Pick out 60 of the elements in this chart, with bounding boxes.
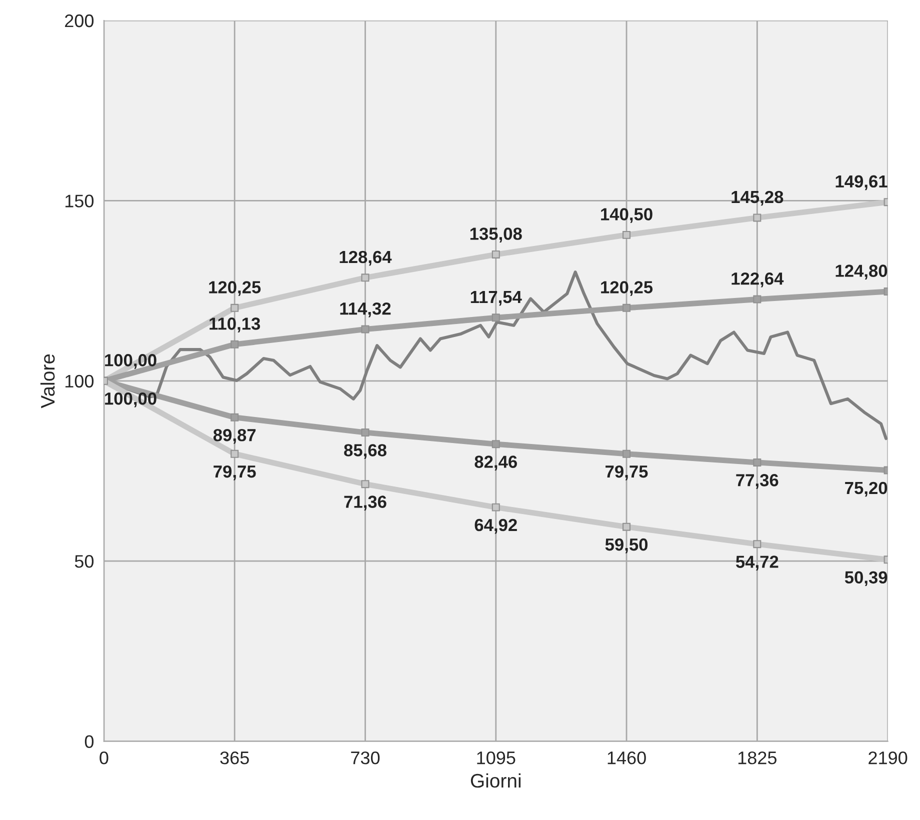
point <box>622 450 631 458</box>
data-label: 54,72 <box>736 556 778 570</box>
point <box>230 340 239 348</box>
y-tick-label: 200 <box>65 14 94 28</box>
data-label: 100,00 <box>105 354 156 369</box>
point <box>361 325 370 334</box>
x-tick-label: 1825 <box>738 751 776 764</box>
data-label: 122,64 <box>732 272 784 288</box>
point <box>622 522 631 531</box>
data-label: 64,92 <box>474 518 517 534</box>
point <box>361 480 370 488</box>
data-label: 100,00 <box>105 392 156 408</box>
x-tick-label: 730 <box>351 751 380 764</box>
data-label: 110,13 <box>210 318 260 332</box>
point <box>622 304 631 312</box>
point <box>622 230 631 239</box>
data-label: 82,46 <box>474 456 517 470</box>
data-label: 120,25 <box>601 281 653 296</box>
data-label: 50,39 <box>844 571 888 586</box>
point <box>230 413 239 422</box>
y-tick-label: 150 <box>65 194 94 208</box>
x-axis-title: Giorni <box>470 773 521 788</box>
data-label: 79,75 <box>606 465 648 480</box>
data-label: 59,50 <box>605 538 648 554</box>
x-tick-label: 1095 <box>477 751 516 764</box>
data-label: 120,25 <box>209 281 261 296</box>
data-label: 149,61 <box>836 175 888 190</box>
y-axis-title: Valore <box>40 354 55 408</box>
point <box>753 214 762 222</box>
data-label: 128,64 <box>340 250 392 266</box>
point <box>492 440 500 448</box>
data-label: 124,80 <box>836 264 888 280</box>
point <box>492 503 500 512</box>
data-label: 79,75 <box>214 465 256 480</box>
x-tick-label: 1460 <box>608 751 646 764</box>
point <box>361 274 370 282</box>
point <box>230 450 239 458</box>
point <box>753 540 762 548</box>
point <box>361 428 370 436</box>
data-label: 114,32 <box>340 302 391 318</box>
x-tick-label: 2190 <box>868 751 908 764</box>
y-tick-label: 50 <box>74 555 94 568</box>
point <box>753 295 762 304</box>
y-tick-label: 100 <box>65 374 94 388</box>
data-label: 75,20 <box>845 482 888 497</box>
data-label: 145,28 <box>732 190 784 206</box>
point <box>492 314 500 322</box>
data-label: 77,36 <box>736 474 778 489</box>
data-label: 140,50 <box>601 208 652 223</box>
y-tick-label: 0 <box>84 735 94 748</box>
x-tick-label: 365 <box>220 751 249 764</box>
point <box>753 458 762 466</box>
point <box>492 250 500 258</box>
data-label: 117,54 <box>470 291 522 306</box>
data-label: 85,68 <box>344 444 386 459</box>
data-label: 135,08 <box>470 228 522 242</box>
data-label: 89,87 <box>213 428 256 444</box>
x-tick-label: 0 <box>100 751 108 764</box>
data-label: 71,36 <box>344 496 386 510</box>
point <box>230 304 239 312</box>
